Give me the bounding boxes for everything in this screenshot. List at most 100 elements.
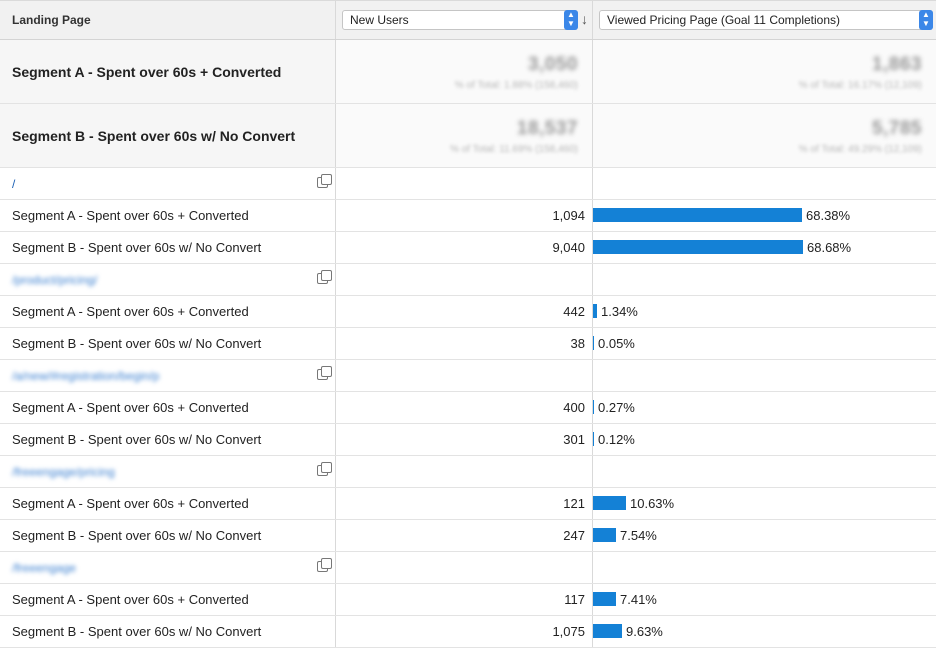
select-arrows-icon: ▲ ▼ [564, 10, 578, 30]
goal-completion-cell: 68.68% [593, 232, 936, 263]
open-in-new-window-icon[interactable] [317, 558, 332, 572]
table-row: Segment B - Spent over 60s w/ No Convert… [0, 424, 936, 456]
goal-percentage-value: 1.34% [601, 304, 638, 319]
segment-label: Segment B - Spent over 60s w/ No Convert [0, 328, 336, 359]
goal-completion-cell: 68.38% [593, 200, 936, 231]
open-in-new-window-icon[interactable] [317, 174, 332, 188]
new-users-cell: 121 [336, 488, 593, 519]
landing-page-link[interactable]: / [12, 176, 16, 191]
segment-label: Segment A - Spent over 60s + Converted [0, 488, 336, 519]
table-row: Segment A - Spent over 60s + Converted 40… [0, 392, 936, 424]
empty-cell [593, 168, 936, 199]
goal-completion-cell: 10.63% [593, 488, 936, 519]
open-in-new-window-icon[interactable] [317, 462, 332, 476]
segment-goal-percent-of-total: % of Total: 49.29% (12,109) [798, 144, 922, 155]
new-users-cell: 117 [336, 584, 593, 615]
metric-select-secondary[interactable]: Viewed Pricing Page (Goal 11 Completions… [599, 10, 933, 30]
new-users-cell: 1,075 [336, 616, 593, 647]
goal-completion-cell: 1.34% [593, 296, 936, 327]
segment-goal-cell: 1,863 % of Total: 16.17% (12,109) [593, 40, 936, 103]
landing-page-row: /freeengage/pricing [0, 456, 936, 488]
landing-page-link[interactable]: /product/pricing/ [12, 272, 98, 287]
landing-page-cell: /freeengage [0, 552, 336, 583]
landing-page-link-wrap: /a/new/#registration/begin/p [0, 360, 335, 391]
goal-percentage-bar [593, 496, 626, 510]
segment-name: Segment B - Spent over 60s w/ No Convert [0, 104, 336, 167]
goal-percentage-value: 68.38% [806, 208, 851, 223]
goal-percentage-bar [593, 240, 803, 254]
landing-page-row: /a/new/#registration/begin/p [0, 360, 936, 392]
segment-users-total: 3,050 [527, 54, 578, 75]
landing-page-link-wrap: / [0, 168, 335, 199]
open-in-new-window-icon[interactable] [317, 270, 332, 284]
new-users-cell: 442 [336, 296, 593, 327]
goal-percentage-value: 0.05% [598, 336, 635, 351]
table-row: Segment A - Spent over 60s + Converted 1,… [0, 200, 936, 232]
segment-label: Segment A - Spent over 60s + Converted [0, 296, 336, 327]
new-users-cell: 9,040 [336, 232, 593, 263]
landing-page-link-wrap: /freeengage [0, 552, 335, 583]
goal-percentage-bar [593, 528, 616, 542]
landing-page-column-header[interactable]: Landing Page [0, 1, 336, 39]
goal-completion-cell: 0.05% [593, 328, 936, 359]
table-header: Landing Page New Users ▲ ▼ ↓ Viewed Prici… [0, 0, 936, 40]
segment-goal-percent-of-total: % of Total: 16.17% (12,109) [798, 80, 922, 91]
metric-select-secondary-label: Viewed Pricing Page (Goal 11 Completions… [607, 13, 841, 27]
goal-percentage-value: 0.12% [598, 432, 635, 447]
segment-users-cell: 18,537 % of Total: 11.69% (158,460) [336, 104, 593, 167]
landing-page-cell: /a/new/#registration/begin/p [0, 360, 336, 391]
new-users-value: 442 [563, 304, 585, 319]
table-row: Segment B - Spent over 60s w/ No Convert… [0, 328, 936, 360]
landing-page-link-wrap: /freeengage/pricing [0, 456, 335, 487]
select-arrows-icon: ▲ ▼ [919, 10, 933, 30]
goal-percentage-value: 68.68% [807, 240, 852, 255]
new-users-value: 117 [564, 592, 585, 607]
goal-percentage-value: 0.27% [598, 400, 635, 415]
empty-cell [593, 360, 936, 391]
metric-select-primary[interactable]: New Users ▲ ▼ [342, 10, 578, 30]
segment-label: Segment B - Spent over 60s w/ No Convert [0, 616, 336, 647]
goal-percentage-bar [593, 432, 594, 446]
goal-completion-cell: 9.63% [593, 616, 936, 647]
new-users-cell: 400 [336, 392, 593, 423]
goal-percentage-bar [593, 208, 802, 222]
sort-descending-icon[interactable]: ↓ [581, 11, 588, 27]
segment-users-cell: 3,050 % of Total: 1.88% (158,460) [336, 40, 593, 103]
landing-page-cell: / [0, 168, 336, 199]
goal-completion-cell: 7.41% [593, 584, 936, 615]
landing-page-row: /freeengage [0, 552, 936, 584]
goal-percentage-bar [593, 336, 594, 350]
segment-name: Segment A - Spent over 60s + Converted [0, 40, 336, 103]
landing-page-link[interactable]: /freeengage/pricing [12, 464, 115, 479]
table-row: Segment A - Spent over 60s + Converted 44… [0, 296, 936, 328]
table-row: Segment A - Spent over 60s + Converted 11… [0, 584, 936, 616]
goal-completion-cell: 7.54% [593, 520, 936, 551]
empty-cell [336, 552, 593, 583]
segment-label: Segment B - Spent over 60s w/ No Convert [0, 520, 336, 551]
new-users-value: 1,075 [552, 624, 585, 639]
goal-percentage-bar [593, 400, 594, 414]
segment-label: Segment A - Spent over 60s + Converted [0, 392, 336, 423]
segment-users-percent-of-total: % of Total: 1.88% (158,460) [454, 80, 578, 91]
new-users-value: 121 [563, 496, 585, 511]
new-users-cell: 301 [336, 424, 593, 455]
segment-summary-row: Segment B - Spent over 60s w/ No Convert… [0, 104, 936, 168]
new-users-cell: 1,094 [336, 200, 593, 231]
landing-page-link-wrap: /product/pricing/ [0, 264, 335, 295]
landing-page-cell: /freeengage/pricing [0, 456, 336, 487]
goal-percentage-value: 7.41% [620, 592, 657, 607]
landing-page-link[interactable]: /freeengage [12, 560, 77, 575]
segment-goal-cell: 5,785 % of Total: 49.29% (12,109) [593, 104, 936, 167]
open-in-new-window-icon[interactable] [317, 366, 332, 380]
segment-goal-total: 5,785 [871, 118, 922, 139]
new-users-value: 9,040 [552, 240, 585, 255]
landing-page-link[interactable]: /a/new/#registration/begin/p [12, 368, 160, 383]
metric-select-primary-label: New Users [350, 13, 409, 27]
empty-cell [593, 456, 936, 487]
segment-summary-row: Segment A - Spent over 60s + Converted 3,… [0, 40, 936, 104]
goal-completion-cell: 0.27% [593, 392, 936, 423]
empty-cell [336, 168, 593, 199]
segment-label: Segment B - Spent over 60s w/ No Convert [0, 232, 336, 263]
table-row: Segment B - Spent over 60s w/ No Convert… [0, 520, 936, 552]
